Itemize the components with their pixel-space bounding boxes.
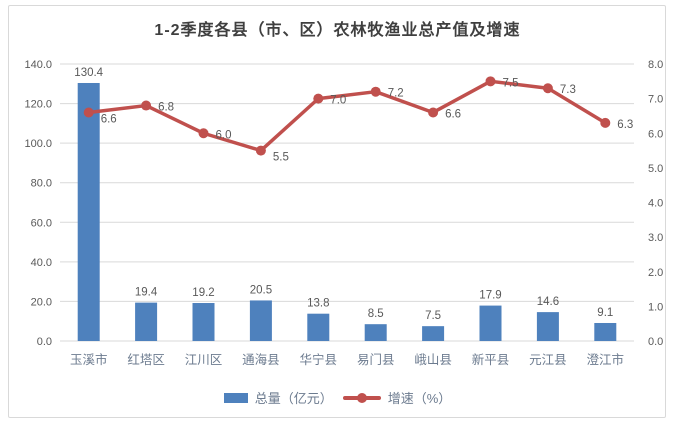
line-point <box>485 76 496 87</box>
chart-legend: 总量（亿元） 增速（%） <box>0 388 675 407</box>
category-label: 华宁县 <box>300 352 338 367</box>
bar <box>536 312 559 341</box>
bar <box>364 324 387 341</box>
line-point <box>542 83 553 94</box>
category-label: 易门县 <box>357 352 395 367</box>
left-axis-tick-label: 140.0 <box>24 59 52 71</box>
line-value-label: 7.2 <box>388 88 404 100</box>
category-label: 玉溪市 <box>70 352 108 367</box>
right-axis-tick-label: 5.0 <box>648 163 663 175</box>
legend-label-total: 总量（亿元） <box>254 391 333 406</box>
bar <box>307 313 330 341</box>
line-value-label: 6.3 <box>617 119 633 131</box>
left-axis-tick-label: 20.0 <box>31 296 52 308</box>
left-axis-tick-label: 40.0 <box>31 257 52 269</box>
category-label: 通海县 <box>242 352 280 367</box>
line-series-swatch-icon <box>342 392 381 403</box>
bar-value-label: 19.4 <box>135 287 158 299</box>
bar <box>135 302 158 341</box>
line-value-label: 7.0 <box>330 95 346 107</box>
bar-series-swatch-icon <box>223 392 248 403</box>
category-label: 红塔区 <box>127 352 165 367</box>
chart-title: 1-2季度各县（市、区）农林牧渔业总产值及增速 <box>154 22 521 39</box>
right-axis-tick-label: 7.0 <box>648 94 663 106</box>
line-value-label: 6.6 <box>445 108 461 120</box>
bar-value-label: 13.8 <box>307 298 329 310</box>
right-axis-tick-label: 8.0 <box>648 59 663 71</box>
category-label: 澄江市 <box>587 352 625 367</box>
bar <box>594 322 617 341</box>
legend-label-growth: 增速（%） <box>387 391 452 406</box>
bar-value-label: 14.6 <box>537 296 559 308</box>
legend-item-total: 总量（亿元） <box>223 388 333 407</box>
bar-value-label: 20.5 <box>250 284 272 296</box>
legend-item-growth: 增速（%） <box>342 388 452 407</box>
bar-value-label: 7.5 <box>425 310 441 322</box>
line-point <box>198 128 209 139</box>
right-axis-tick-label: 2.0 <box>648 267 663 279</box>
left-axis-tick-label: 120.0 <box>24 99 52 111</box>
category-label: 峨山县 <box>414 353 452 367</box>
left-axis-tick-label: 60.0 <box>31 217 52 229</box>
line-point <box>83 107 94 118</box>
bar <box>249 300 272 341</box>
right-axis-tick-label: 3.0 <box>648 232 663 244</box>
right-axis-tick-label: 0.0 <box>648 336 663 348</box>
line-value-label: 6.0 <box>216 129 232 141</box>
chart-frame <box>8 5 666 418</box>
right-axis-tick-label: 6.0 <box>648 128 663 140</box>
line-point <box>255 145 266 156</box>
category-label: 新平县 <box>472 352 510 367</box>
line-point <box>313 93 324 104</box>
bar-value-label: 130.4 <box>74 67 103 79</box>
left-axis-tick-label: 80.0 <box>31 178 52 190</box>
bar <box>77 82 100 341</box>
line-value-label: 6.8 <box>158 102 174 114</box>
right-axis-tick-label: 4.0 <box>648 198 663 210</box>
right-axis-tick-label: 1.0 <box>648 301 663 313</box>
category-label: 江川区 <box>185 353 223 367</box>
line-value-label: 5.5 <box>273 152 289 164</box>
line-point <box>141 100 152 111</box>
bar-value-label: 19.2 <box>192 287 214 299</box>
category-label: 元江县 <box>529 353 567 367</box>
bar-value-label: 9.1 <box>597 307 613 319</box>
bar <box>192 303 215 341</box>
left-axis-tick-label: 0.0 <box>37 336 52 348</box>
line-series <box>86 79 608 153</box>
line-value-label: 7.3 <box>560 84 576 96</box>
line-value-label: 6.6 <box>101 113 117 125</box>
line-value-label: 7.5 <box>503 77 519 89</box>
bar-value-label: 17.9 <box>479 290 501 302</box>
bar-value-label: 8.5 <box>368 308 384 320</box>
bar <box>479 305 502 341</box>
bar <box>422 326 445 341</box>
left-axis-tick-label: 100.0 <box>24 138 52 150</box>
line-point <box>600 117 611 128</box>
line-point <box>428 107 439 118</box>
line-marker-icon <box>356 392 367 403</box>
line-point <box>370 86 381 97</box>
